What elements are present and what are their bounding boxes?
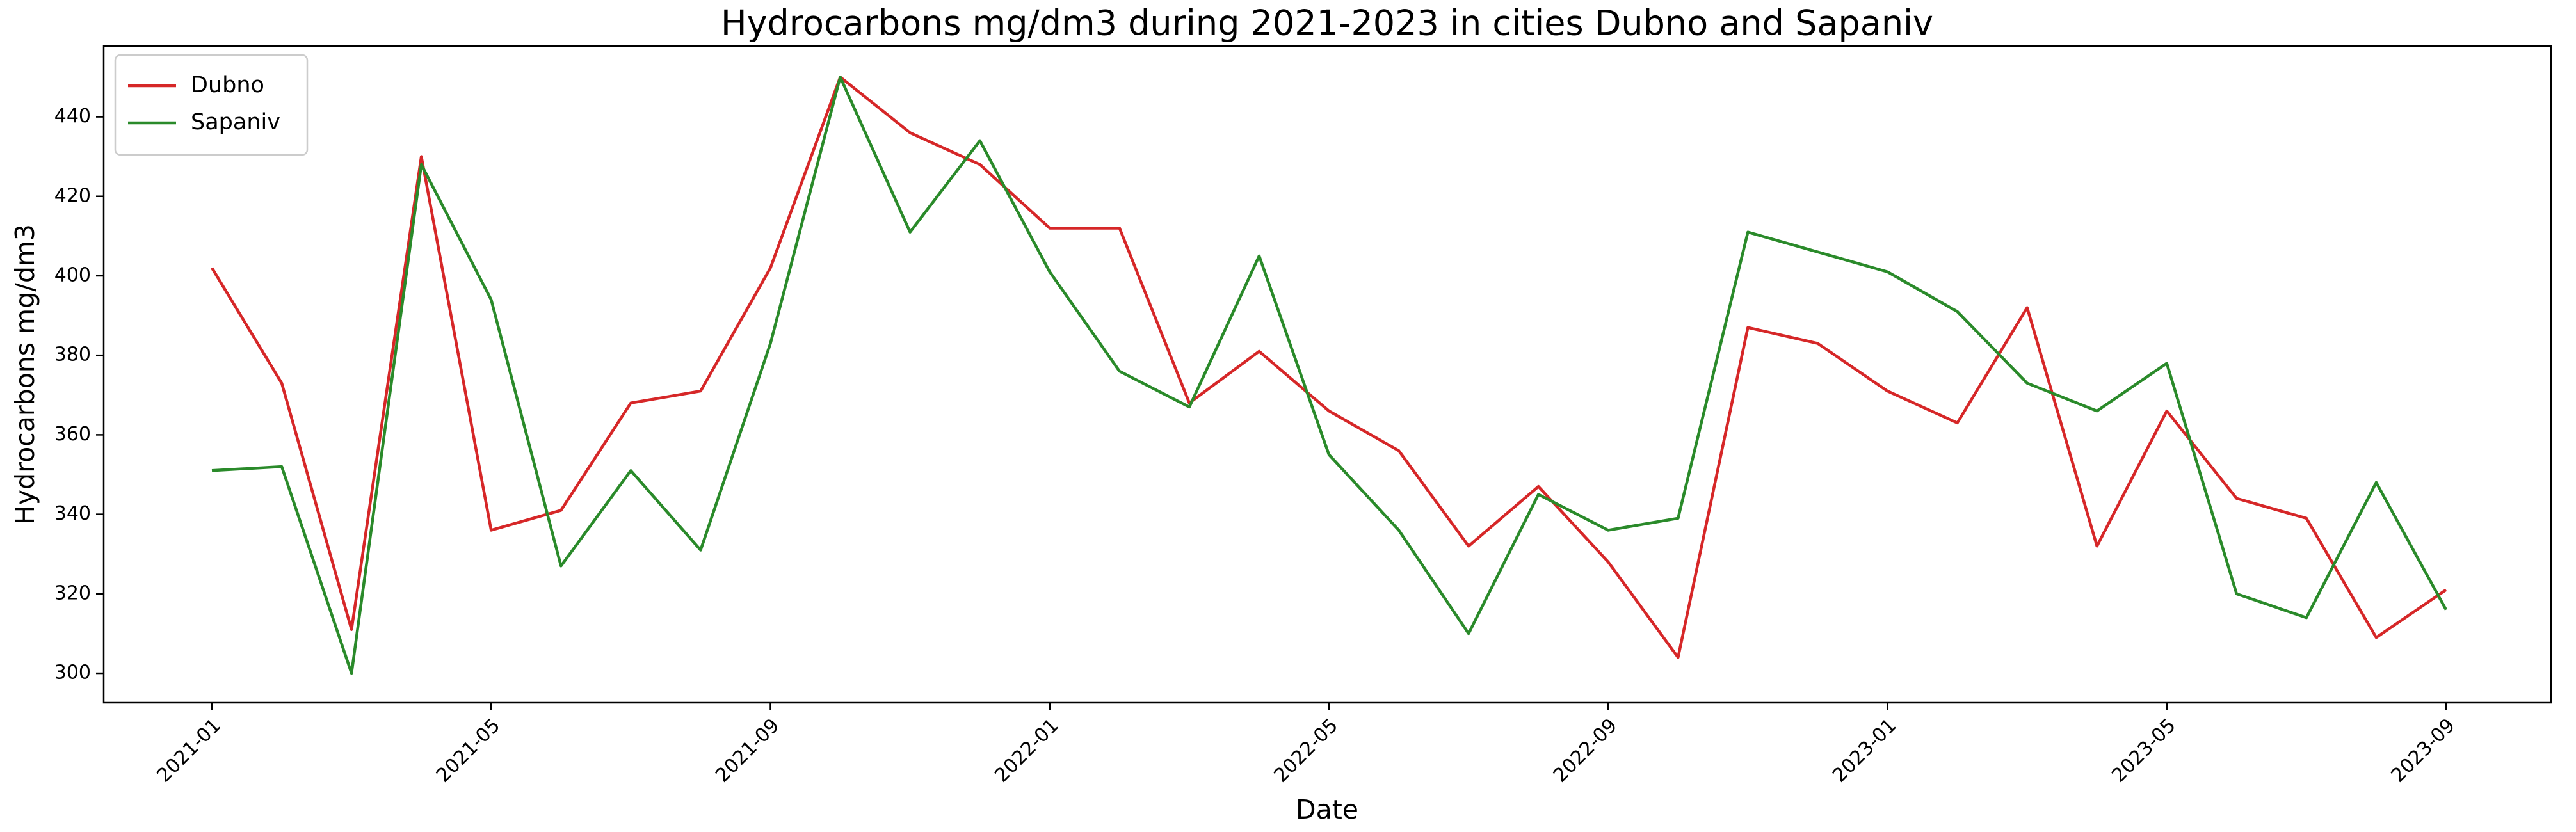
x-tick-label: 2022-01 [990, 714, 1063, 787]
legend-label: Sapaniv [191, 109, 280, 135]
y-axis-label: Hydrocarbons mg/dm3 [10, 224, 40, 525]
legend-label: Dubno [191, 72, 264, 98]
y-tick-label: 320 [54, 582, 91, 604]
x-tick-label: 2022-05 [1270, 714, 1342, 787]
y-tick-label: 420 [54, 184, 91, 207]
series-line [211, 76, 2447, 675]
legend-box [114, 54, 309, 156]
y-tick-label: 400 [54, 264, 91, 286]
x-tick-label: 2023-09 [2387, 714, 2459, 787]
x-tick-label: 2021-01 [153, 714, 225, 787]
x-tick-label: 2023-05 [2107, 714, 2180, 787]
x-axis-label: Date [1296, 794, 1358, 825]
y-tick-label: 360 [54, 423, 91, 445]
x-tick-label: 2022-09 [1549, 714, 1622, 787]
x-tick-label: 2021-05 [432, 714, 504, 787]
y-tick-label: 440 [54, 105, 91, 127]
y-tick-label: 380 [54, 344, 91, 366]
x-tick-label: 2021-09 [711, 714, 784, 787]
x-tick-label: 2023-01 [1828, 714, 1901, 787]
y-tick-label: 340 [54, 502, 91, 525]
plot-area [102, 45, 2552, 704]
series-line [211, 76, 2447, 659]
y-tick-label: 300 [54, 662, 91, 684]
chart-title: Hydrocarbons mg/dm3 during 2021-2023 in … [721, 3, 1933, 44]
